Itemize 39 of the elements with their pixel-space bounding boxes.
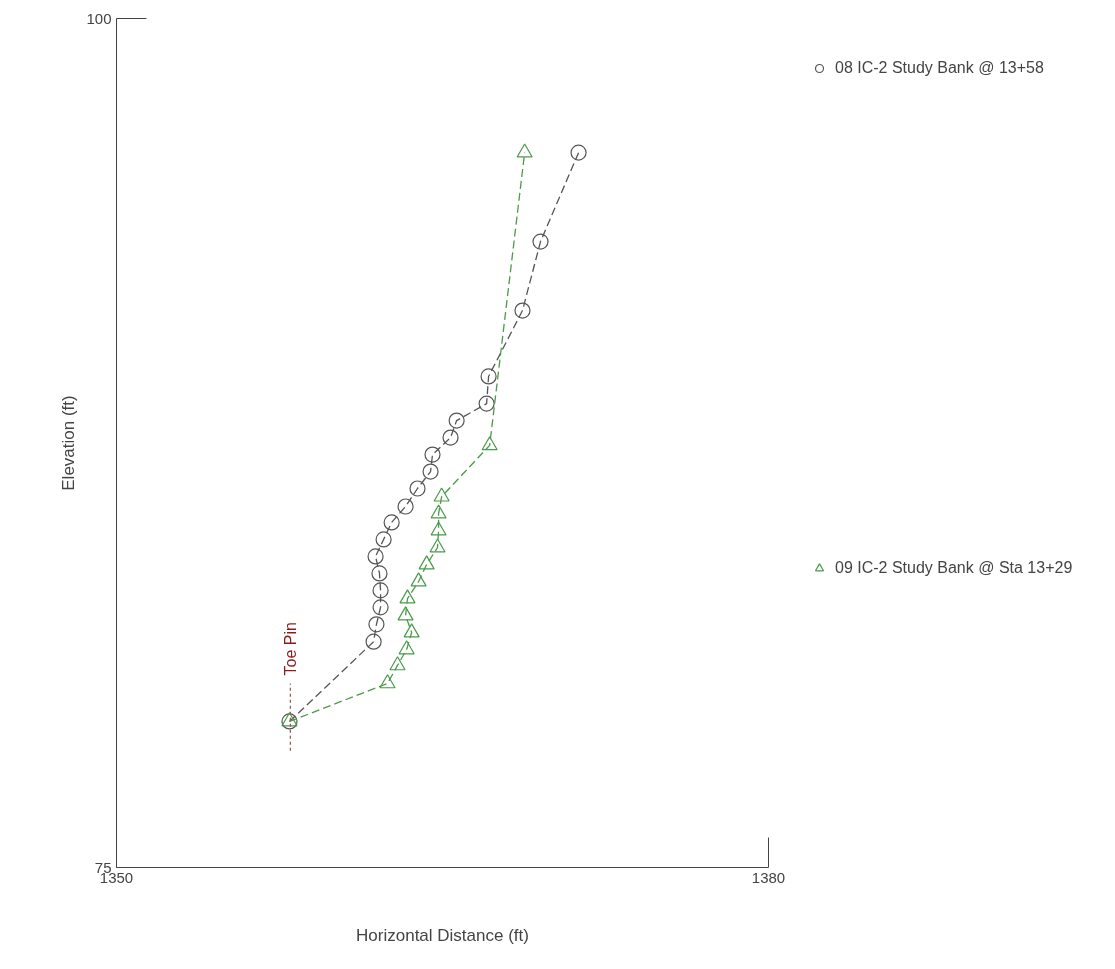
point: [424, 446, 441, 463]
point: [570, 144, 587, 161]
point: [367, 548, 384, 565]
point: [480, 368, 497, 385]
point: [409, 480, 426, 497]
point: [514, 302, 531, 319]
point: [448, 412, 465, 429]
point: [418, 555, 435, 570]
point: [383, 514, 400, 531]
point: [379, 674, 396, 689]
point: [389, 656, 406, 671]
point: [481, 436, 498, 451]
point: [532, 233, 549, 250]
point: [398, 640, 415, 655]
x-tick-label: 1380: [751, 868, 786, 886]
legend-label: 09 IC-2 Study Bank @ Sta 13+29: [835, 559, 1073, 577]
y-tick-label: 100: [86, 9, 112, 27]
point: [430, 504, 447, 519]
x-axis-title: Horizontal Distance (ft): [356, 925, 529, 945]
point: [368, 616, 385, 633]
legend-label: 08 IC-2 Study Bank @ 13+58: [835, 59, 1044, 77]
point: [410, 572, 427, 587]
point: [430, 521, 447, 536]
point: [372, 582, 389, 599]
point: [429, 538, 446, 553]
point: [372, 599, 389, 616]
point: [433, 487, 450, 502]
point: [375, 531, 392, 548]
point: [397, 606, 414, 621]
point: [365, 633, 382, 650]
point: [478, 395, 495, 412]
point: [403, 623, 420, 638]
y-axis-title: Elevation (ft): [59, 395, 79, 491]
point: [371, 565, 388, 582]
annotation: Toe Pin: [281, 622, 299, 676]
point: [422, 463, 439, 480]
point: [442, 429, 459, 446]
point: [399, 589, 416, 604]
point: [397, 498, 414, 515]
